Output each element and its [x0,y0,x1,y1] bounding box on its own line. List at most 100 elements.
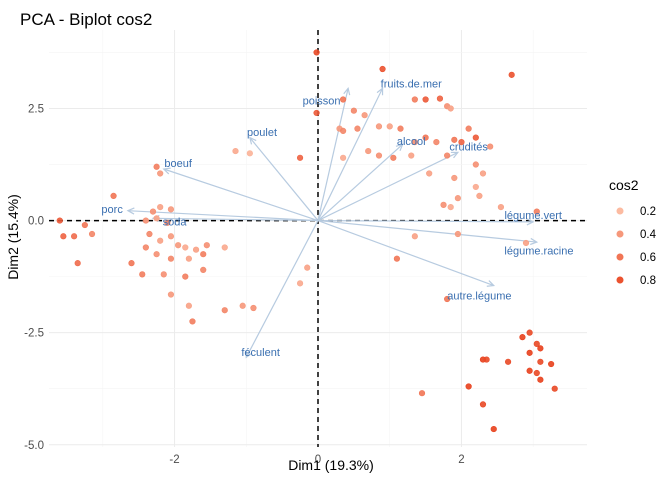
individual-point [153,163,160,170]
legend-label: 0.2 [640,206,656,218]
individual-point [175,242,182,249]
individual-point [458,138,465,146]
individual-point [110,192,117,200]
grid-lines [49,30,587,447]
individual-point [411,96,418,103]
y-tick-label: -2.5 [24,328,44,340]
individual-point [526,329,533,336]
individual-point [390,154,397,161]
individual-point [533,369,540,377]
individual-point [487,143,494,150]
individual-point [221,307,228,314]
individual-points [56,49,558,433]
variable-arrow [317,219,534,223]
legend-swatch [616,253,624,261]
variable-label: crudités [449,142,488,154]
individual-point [379,65,386,73]
variable-arrowhead [530,237,539,246]
individual-point [454,195,461,202]
individual-point [157,237,164,244]
individual-point [139,271,146,278]
variable-label: boeuf [164,158,192,170]
individual-point [386,123,393,130]
individual-point [296,280,304,287]
individual-point [361,112,368,119]
individual-point [418,390,426,397]
individual-point [189,318,196,325]
variable-label: fruits.de.mer [381,78,442,90]
individual-point [167,206,175,213]
variable-label: alcool [397,136,426,148]
individual-point [350,107,357,114]
x-axis-title: Dim1 (19.3%) [288,457,374,473]
individual-point [296,154,304,161]
individual-point [397,125,404,132]
individual-point [142,244,149,251]
individual-point [142,217,149,224]
individual-point [185,255,192,262]
variable-label: féculent [241,347,280,359]
individual-point [472,183,479,191]
individual-point [479,401,487,408]
individual-point [74,260,81,267]
variable-arrowhead [450,151,460,159]
individual-point [313,109,320,117]
y-tick-label: 2.5 [28,103,44,115]
individual-point [479,170,487,177]
individual-point [451,136,458,143]
y-tick-label: -5.0 [24,440,44,452]
variable-arrowhead [162,167,171,175]
individual-point [447,105,454,112]
individual-point [153,251,160,258]
chart-title: PCA - Biplot cos2 [20,10,152,29]
variable-arrowhead [526,218,535,226]
individual-point [393,255,401,262]
individual-point [232,147,239,155]
variable-arrowhead [486,280,496,287]
individual-point [200,266,207,273]
legend-title: cos2 [609,177,639,193]
individual-point [411,138,418,146]
variable-arrowhead [376,87,384,96]
x-tick-label: 0 [315,454,321,466]
individual-point [340,127,347,134]
individual-point [444,295,451,303]
individual-point [472,134,479,141]
individual-point [160,271,167,278]
variable-arrow [317,88,349,221]
variable-arrow [317,220,494,287]
individual-point [71,233,78,240]
legend-label: 0.6 [640,252,656,264]
individual-point [157,170,164,177]
legend-label: 0.8 [640,275,656,287]
legend-label: 0.4 [640,229,657,241]
x-tick-label: 2 [458,454,464,466]
individual-point [411,233,418,240]
individual-point [426,170,433,177]
individual-point [422,96,429,103]
variable-label: poisson [303,95,341,107]
individual-point [537,376,544,383]
individual-point [60,233,67,240]
legend-swatch [616,230,624,238]
variable-arrow [245,220,319,358]
variable-arrow [153,217,319,222]
individual-point [537,345,544,352]
individual-point [192,246,200,253]
individual-point [149,208,157,215]
variable-arrowhead [126,207,135,215]
individual-point [454,230,461,238]
legend: cos2 0.2 0.4 0.6 0.8 [609,177,657,287]
individual-point [313,49,320,56]
individual-point [146,230,153,238]
individual-point [422,134,429,141]
individual-point [476,192,483,200]
variable-arrow [317,219,537,243]
individual-point [221,244,228,251]
individual-point [548,360,555,368]
individual-point [451,174,458,182]
variable-arrow [127,210,319,222]
individual-point [164,219,171,226]
individual-point [375,123,383,130]
individual-point [533,208,540,215]
